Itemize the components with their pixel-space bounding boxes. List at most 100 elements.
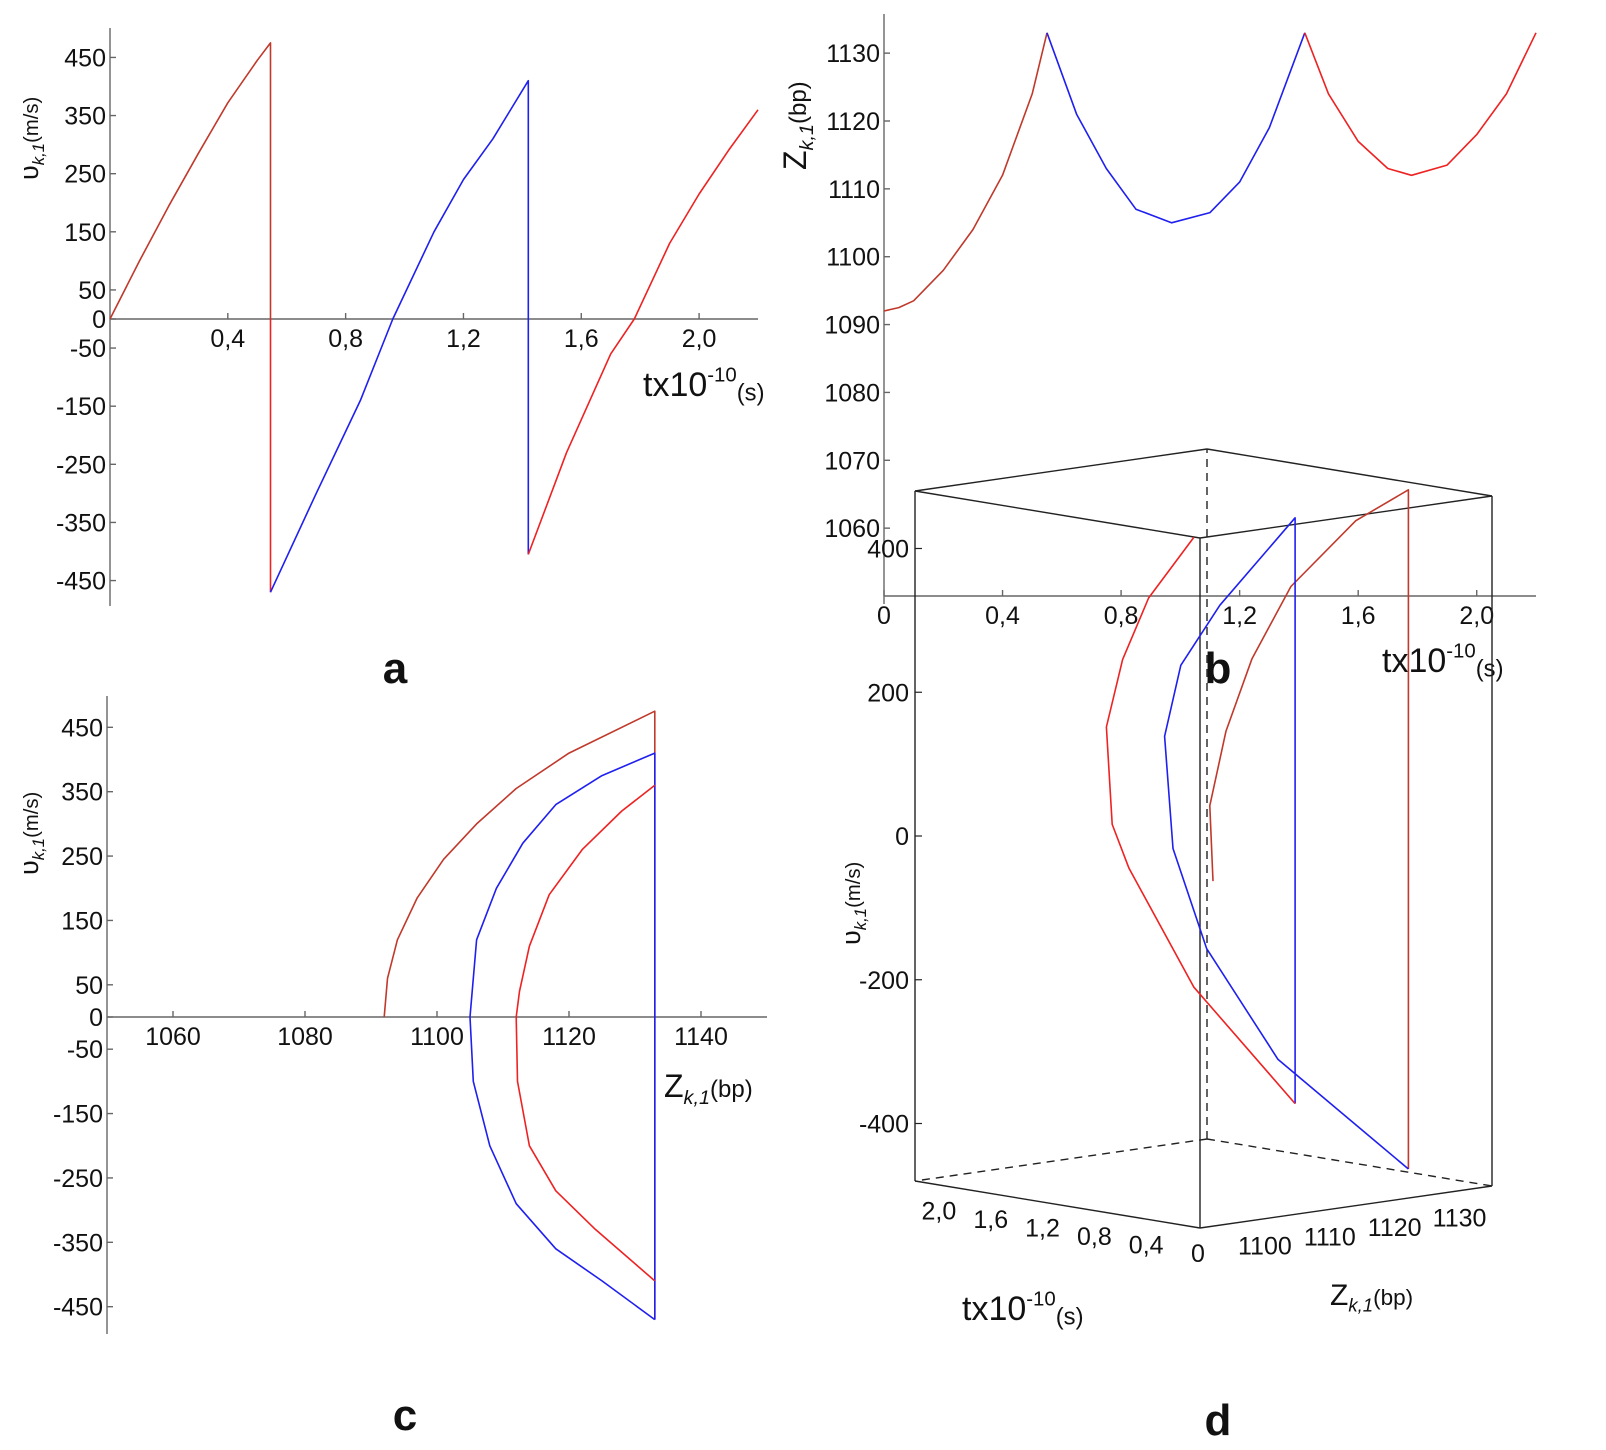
- x-tick-label: 1140: [674, 1023, 728, 1051]
- panel-d: d 400 200 0 -200 -400 0 0,4 0,8 1,2 1,6 2,0 1100 111…: [836, 448, 1493, 1445]
- t-tick-label: 0,8: [1077, 1223, 1112, 1251]
- x-tick-label: 0,8: [1104, 602, 1139, 630]
- zval-tick-label: 1120: [1368, 1214, 1422, 1242]
- z-tick-label: -200: [859, 967, 909, 995]
- y-tick-label: 0: [89, 1004, 103, 1032]
- box-edge-hidden: [914, 1138, 1208, 1182]
- y-tick-label: -50: [67, 1036, 103, 1064]
- box-edge: [914, 448, 1208, 492]
- zval-axis-label-unit: (bp): [1373, 1285, 1413, 1310]
- y-tick-label: 350: [61, 779, 103, 807]
- t-axis-label-text: tx10-10(s): [962, 1289, 1084, 1331]
- x-tick-label: 2,0: [1459, 602, 1494, 630]
- y-axis-label-sub: k,1: [29, 143, 48, 165]
- series-line-2: [1046, 32, 1306, 224]
- panel-b: b 1130 1120 1110 1100 1090 1080 1070 1060 0 0,4 0,…: [777, 14, 1537, 693]
- y-tick-label: 250: [61, 843, 103, 871]
- box-edge: [1199, 495, 1493, 539]
- series-line-2: [1163, 516, 1409, 1170]
- x-axis-label-sub: k,1: [684, 1087, 710, 1109]
- x-axis-label-unit: (s): [737, 379, 765, 406]
- y-tick-label: -50: [70, 335, 106, 363]
- x-tick-label: 1,2: [1222, 602, 1257, 630]
- box-edge: [914, 490, 1201, 539]
- y-tick-label: -150: [56, 393, 106, 421]
- x-tick-label: 1060: [145, 1023, 201, 1051]
- series-line-3: [515, 784, 656, 1282]
- t-tick-label: 0,4: [1129, 1231, 1164, 1259]
- v-axis-label-text: υk,1(m/s): [836, 862, 870, 945]
- t-axis-label-unit: (s): [1056, 1303, 1084, 1330]
- v-axis-label-symbol: υ: [836, 930, 866, 945]
- y-axis-label-text: υk,1(m/s): [14, 97, 48, 180]
- panel-label-c: c: [393, 1391, 417, 1440]
- zval-axis-label-text: Zk,1(bp): [1330, 1279, 1413, 1316]
- y-axis-label-unit: (bp): [785, 81, 812, 124]
- y-axis-label-symbol: υ: [14, 860, 44, 875]
- box-edge: [914, 1180, 1201, 1229]
- y-tick-label: 1120: [826, 108, 880, 136]
- x-tick-label: 1100: [410, 1023, 464, 1051]
- y-axis-label-sub: k,1: [29, 838, 48, 860]
- x-tick-label: 0: [877, 602, 891, 630]
- z-tick-label: 400: [867, 536, 909, 564]
- series-line-1: [883, 32, 1048, 312]
- panel-label-b: b: [1205, 644, 1232, 693]
- zval-tick-label: 1130: [1433, 1205, 1487, 1233]
- z-tick-label: 200: [867, 679, 909, 707]
- x-axis-label-base: tx10: [1382, 642, 1446, 680]
- x-tick-label: 2,0: [682, 325, 717, 353]
- panel-label-a: a: [383, 644, 408, 693]
- y-tick-label: 0: [92, 306, 106, 334]
- box-edge: [1206, 448, 1493, 497]
- z-tick-label: 0: [895, 823, 909, 851]
- x-axis-label-symbol: Z: [664, 1068, 684, 1104]
- y-tick-label: 50: [75, 972, 103, 1000]
- y-axis-label-unit: (m/s): [21, 97, 43, 143]
- y-tick-label: -450: [53, 1294, 103, 1322]
- x-tick-label: 1080: [277, 1023, 333, 1051]
- y-tick-label: -250: [56, 451, 106, 479]
- t-axis-label-sup: -10: [1026, 1289, 1055, 1311]
- panel-c: c 450 350 250 150 50 0 -50 -150 -250 -350 -450 1060…: [14, 696, 767, 1440]
- series-line-4: [527, 109, 759, 555]
- y-axis-label-sub: k,1: [796, 124, 818, 150]
- y-tick-label: -350: [56, 509, 106, 537]
- v-axis-label: υk,1(m/s): [836, 862, 870, 945]
- y-tick-label: 350: [64, 103, 106, 131]
- x-axis-label-text: tx10-10(s): [1382, 641, 1504, 683]
- y-tick-label: 1130: [826, 40, 880, 68]
- y-tick-label: 250: [64, 161, 106, 189]
- x-axis-label: tx10-10(s): [643, 365, 765, 407]
- x-axis-label: tx10-10(s): [1382, 641, 1504, 683]
- t-tick-label: 1,6: [973, 1206, 1008, 1234]
- y-tick-label: -250: [53, 1165, 103, 1193]
- x-tick-label: 1,6: [564, 325, 599, 353]
- series-line-3: [1304, 32, 1537, 177]
- y-tick-label: 1070: [824, 447, 880, 475]
- zval-axis-label-sub: k,1: [1348, 1295, 1373, 1316]
- y-axis-label-text: Zk,1(bp): [777, 81, 818, 170]
- y-axis-label: υk,1(m/s): [14, 97, 48, 180]
- y-tick-label: 1100: [826, 244, 880, 272]
- x-axis-label-text: Zk,1(bp): [664, 1068, 753, 1109]
- series-line-1: [109, 42, 272, 320]
- box-edge-hidden: [1206, 1138, 1493, 1187]
- x-tick-label: 1120: [542, 1023, 596, 1051]
- y-tick-label: 150: [64, 219, 106, 247]
- y-tick-label: 1110: [828, 176, 880, 204]
- y-axis-label-text: υk,1(m/s): [14, 792, 48, 875]
- x-axis-label-sup: -10: [707, 365, 736, 387]
- zval-axis-label: Zk,1(bp): [1330, 1279, 1413, 1316]
- v-axis-label-unit: (m/s): [843, 862, 865, 908]
- y-tick-label: 450: [61, 714, 103, 742]
- x-axis-label-sup: -10: [1446, 641, 1475, 663]
- zval-tick-label: 1100: [1238, 1233, 1292, 1261]
- y-tick-label: 1090: [824, 312, 880, 340]
- y-axis-label: Zk,1(bp): [777, 81, 818, 170]
- t-tick-label: 1,2: [1025, 1214, 1060, 1242]
- t-tick-label: 0: [1191, 1240, 1205, 1268]
- y-tick-label: -450: [56, 568, 106, 596]
- y-tick-label: 450: [64, 44, 106, 72]
- y-axis-label: υk,1(m/s): [14, 792, 48, 875]
